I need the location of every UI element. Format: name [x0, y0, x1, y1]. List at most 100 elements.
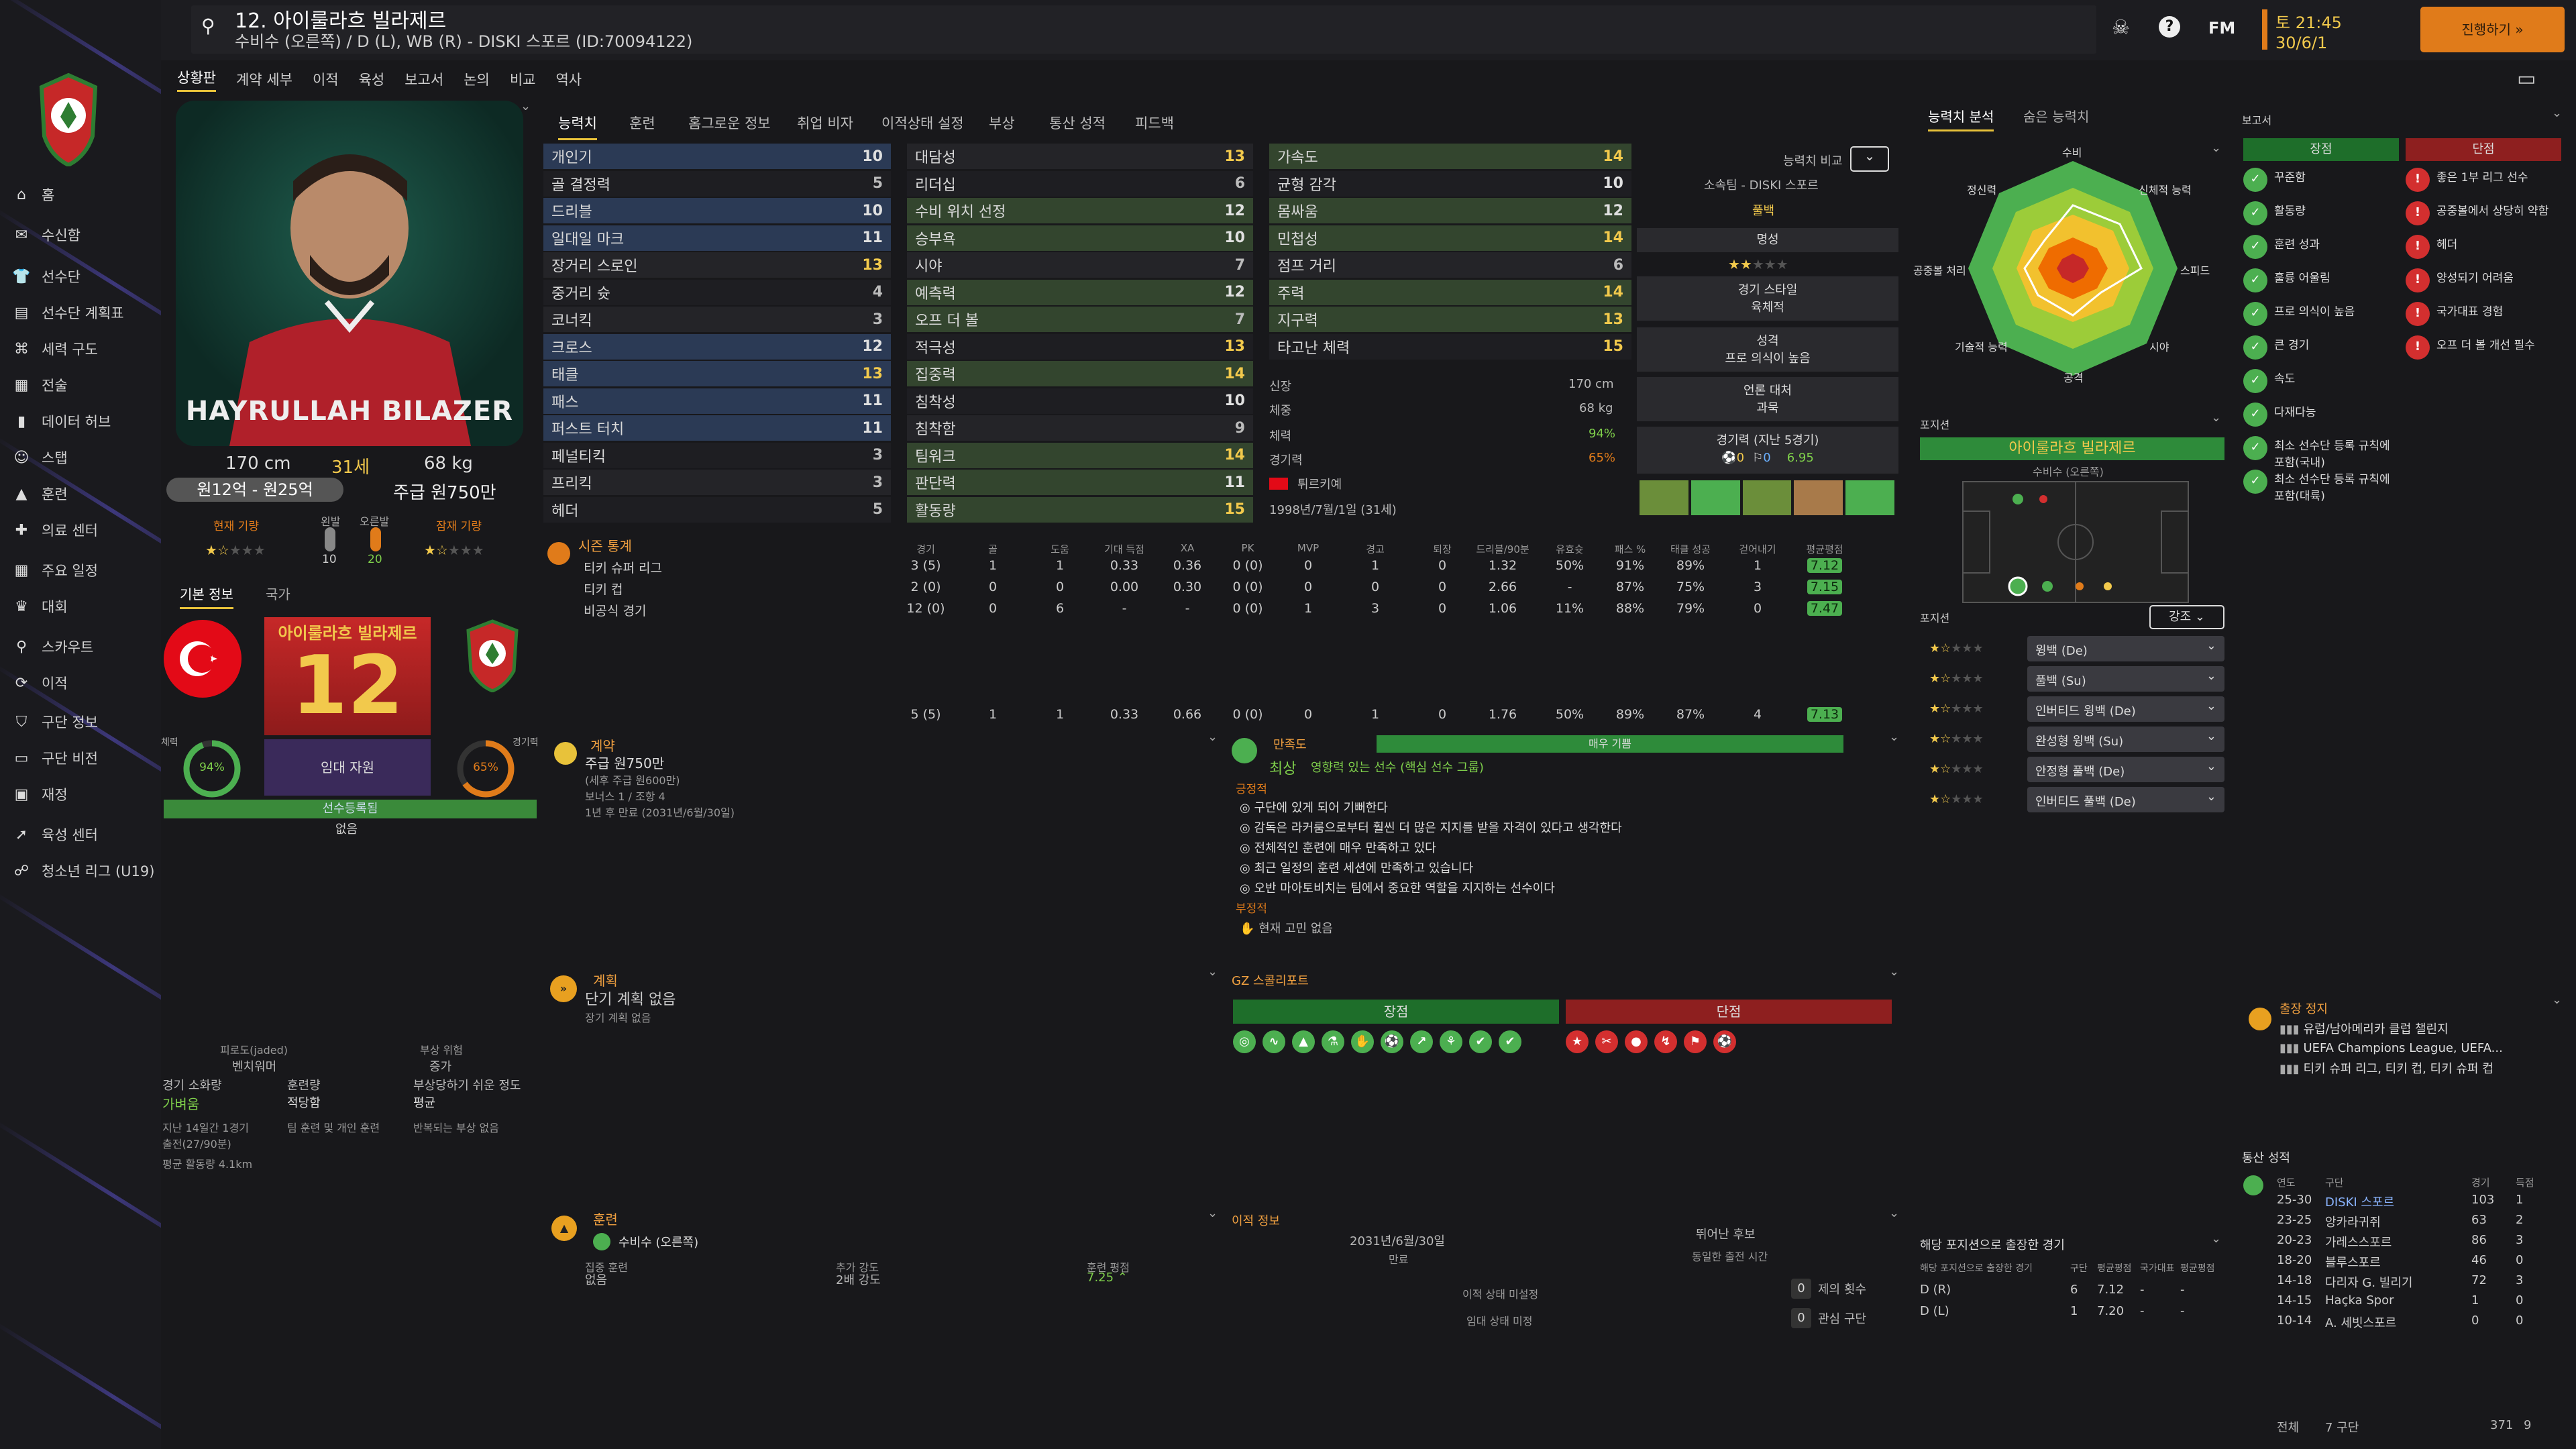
skull-icon[interactable]: ☠: [2112, 16, 2130, 40]
attribute-row[interactable]: 적극성 13: [907, 333, 1253, 360]
reports-collapse[interactable]: ⌄: [2552, 106, 2563, 120]
tab-feedback[interactable]: 피드백: [1135, 115, 1174, 131]
training-title[interactable]: 훈련: [593, 1212, 618, 1228]
fm-logo[interactable]: FM: [2208, 19, 2236, 38]
tab-work-permit[interactable]: 취업 비자: [797, 115, 853, 131]
happiness-title[interactable]: 만족도: [1273, 738, 1307, 752]
nav-dev-centre[interactable]: ➚ 육성 센터: [12, 821, 156, 848]
subnav-history[interactable]: 역사: [555, 72, 582, 88]
radar-collapse[interactable]: ⌄: [2211, 141, 2222, 155]
nav-competitions[interactable]: ♛ 대회: [12, 593, 156, 620]
career-title[interactable]: 통산 성적: [2242, 1151, 2290, 1165]
role-dropdown[interactable]: 안정형 풀백 (De) ⌄: [2027, 757, 2224, 782]
contract-title[interactable]: 계약: [590, 738, 615, 754]
subnav-overview[interactable]: 상황판: [177, 67, 216, 92]
attribute-row[interactable]: 개인기 10: [543, 144, 891, 169]
role-row[interactable]: ★☆★★★ 윙백 (De) ⌄: [1920, 636, 2224, 663]
scout-title[interactable]: GZ 스콜리포트: [1232, 974, 1309, 988]
nav-data-hub[interactable]: ▮ 데이터 허브: [12, 408, 156, 435]
subnav-transfer[interactable]: 이적: [312, 72, 339, 88]
nav-club-info[interactable]: ⛉ 구단 정보: [12, 708, 156, 735]
tab-homegrown[interactable]: 홈그로운 정보: [688, 115, 771, 131]
nav-inbox[interactable]: ✉ 수신함: [12, 221, 156, 248]
tab-injuries[interactable]: 부상: [989, 115, 1015, 131]
search-bar[interactable]: [191, 5, 2096, 54]
tab-attribute-analysis[interactable]: 능력치 분석: [1928, 106, 1994, 131]
nav-club-vision[interactable]: ▭ 구단 비전: [12, 745, 156, 771]
suspension-title[interactable]: 출장 정지: [2279, 1002, 2328, 1016]
tab-basic-info[interactable]: 기본 정보: [180, 584, 233, 609]
played-positions-collapse[interactable]: ⌄: [2211, 1232, 2222, 1246]
suspension-collapse[interactable]: ⌄: [2552, 993, 2563, 1007]
attribute-row[interactable]: 일대일 마크 11: [543, 225, 891, 251]
nav-transfers[interactable]: ⟳ 이적: [12, 669, 156, 696]
career-row[interactable]: 10-14 A. 세빗스포르 0 0: [2277, 1313, 2561, 1334]
layout-icon[interactable]: ▭: [2517, 67, 2536, 91]
roles-sort-dropdown[interactable]: 강조 ⌄: [2149, 605, 2224, 629]
attribute-row[interactable]: 드리블 10: [543, 198, 891, 223]
role-row[interactable]: ★☆★★★ 인버티드 풀백 (De) ⌄: [1920, 787, 2224, 814]
continue-button[interactable]: 진행하기 »: [2420, 7, 2565, 52]
nav-dynamics[interactable]: ⌘ 세력 구도: [12, 335, 156, 362]
nav-youth-league[interactable]: ☍ 청소년 리그 (U19): [12, 857, 156, 884]
plans-title[interactable]: 계획: [593, 973, 618, 989]
career-row[interactable]: 25-30 DISKI 스포르 103 1: [2277, 1193, 2561, 1213]
subnav-discuss[interactable]: 논의: [464, 72, 490, 88]
attribute-row[interactable]: 대담성 13: [907, 144, 1253, 169]
role-row[interactable]: ★☆★★★ 안정형 풀백 (De) ⌄: [1920, 757, 2224, 784]
subnav-compare[interactable]: 비교: [509, 72, 536, 88]
attribute-row[interactable]: 오프 더 볼 7: [907, 307, 1253, 332]
nav-training[interactable]: ▲ 훈련: [12, 480, 156, 507]
nav-tactics[interactable]: ▦ 전술: [12, 372, 156, 398]
nav-finances[interactable]: ▣ 재정: [12, 781, 156, 808]
attribute-row[interactable]: 몸싸움 12: [1269, 198, 1631, 223]
compare-dropdown[interactable]: ⌄: [1850, 146, 1889, 172]
tab-nation[interactable]: 국가: [266, 586, 290, 602]
attribute-row[interactable]: 골 결정력 5: [543, 170, 891, 197]
nav-medical[interactable]: ✚ 의료 센터: [12, 517, 156, 543]
role-dropdown[interactable]: 풀백 (Su) ⌄: [2027, 666, 2224, 692]
attribute-row[interactable]: 침착성 10: [907, 388, 1253, 414]
role-dropdown[interactable]: 인버티드 풀백 (De) ⌄: [2027, 787, 2224, 812]
season-stats-title[interactable]: 시즌 통계: [578, 538, 632, 554]
nav-schedule[interactable]: ▦ 주요 일정: [12, 557, 156, 584]
nav-staff[interactable]: ☺ 스탭: [12, 444, 156, 471]
training-collapse[interactable]: ⌄: [1208, 1206, 1218, 1220]
role-dropdown[interactable]: 인버티드 윙백 (De) ⌄: [2027, 696, 2224, 722]
nav-home[interactable]: ⌂ 홈: [12, 181, 156, 208]
attribute-row[interactable]: 퍼스트 터치 11: [543, 415, 891, 441]
attribute-row[interactable]: 크로스 12: [543, 333, 891, 360]
plans-collapse[interactable]: ⌄: [1208, 965, 1218, 979]
nav-squad-planner[interactable]: ▤ 선수단 계획표: [12, 299, 156, 326]
tab-training[interactable]: 훈련: [629, 115, 655, 131]
subnav-contract[interactable]: 계약 세부: [235, 72, 292, 88]
attribute-row[interactable]: 헤더 5: [543, 496, 891, 523]
attribute-row[interactable]: 활동량 15: [907, 496, 1253, 523]
collapse-icon[interactable]: ⌄: [521, 99, 531, 113]
role-dropdown[interactable]: 완성형 윙백 (Su) ⌄: [2027, 727, 2224, 752]
nav-scouting[interactable]: ⚲ 스카우트: [12, 633, 156, 660]
club-crest[interactable]: [39, 72, 98, 168]
attribute-row[interactable]: 집중력 14: [907, 361, 1253, 386]
role-row[interactable]: ★☆★★★ 완성형 윙백 (Su) ⌄: [1920, 727, 2224, 753]
role-row[interactable]: ★☆★★★ 풀백 (Su) ⌄: [1920, 666, 2224, 693]
attribute-row[interactable]: 민첩성 14: [1269, 225, 1631, 251]
attribute-row[interactable]: 침착함 9: [907, 415, 1253, 441]
attribute-row[interactable]: 프리킥 3: [543, 470, 891, 495]
attribute-row[interactable]: 중거리 슛 4: [543, 279, 891, 305]
position-collapse[interactable]: ⌄: [2211, 411, 2222, 425]
attribute-row[interactable]: 페널티킥 3: [543, 442, 891, 468]
happiness-collapse[interactable]: ⌄: [1889, 730, 1900, 744]
attribute-row[interactable]: 예측력 12: [907, 279, 1253, 305]
transfer-collapse[interactable]: ⌄: [1889, 1206, 1900, 1220]
attribute-row[interactable]: 태클 13: [543, 361, 891, 386]
career-row[interactable]: 18-20 블루스포르 46 0: [2277, 1253, 2561, 1273]
reports-title[interactable]: 보고서: [2242, 114, 2272, 127]
attribute-row[interactable]: 균형 감각 10: [1269, 170, 1631, 197]
scout-collapse[interactable]: ⌄: [1889, 965, 1900, 979]
subnav-development[interactable]: 육성: [358, 72, 385, 88]
attribute-row[interactable]: 팀워크 14: [907, 442, 1253, 468]
attribute-row[interactable]: 가속도 14: [1269, 144, 1631, 169]
roles-title[interactable]: 포지션: [1920, 612, 1950, 625]
subnav-reports[interactable]: 보고서: [405, 72, 444, 88]
